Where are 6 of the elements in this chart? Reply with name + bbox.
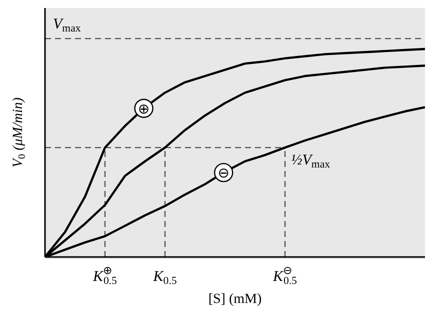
x-axis-title: [S] (mM) <box>208 292 262 307</box>
ref-line-label: ½V$_{max}$ <box>291 152 331 170</box>
series-label: ⊕ <box>138 101 150 118</box>
series-label: ⊖ <box>218 166 230 182</box>
x-tick-label: K$_{0.5}$ <box>152 269 177 287</box>
ref-line-label: V$_{max}$ <box>53 16 82 34</box>
